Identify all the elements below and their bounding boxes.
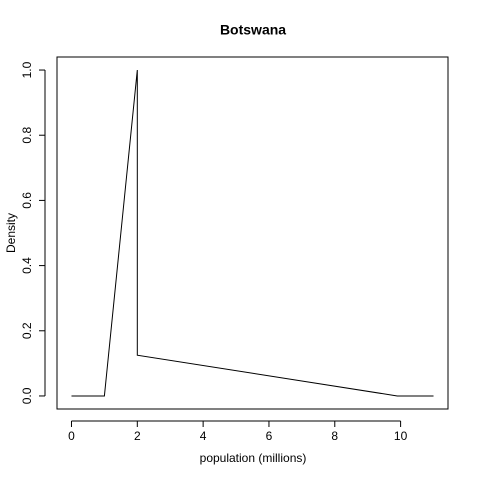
x-tick-label: 2 [134,429,141,443]
data-line [71,69,434,397]
x-axis-label: population (millions) [200,451,307,465]
y-tick-label: 0.4 [20,257,34,274]
y-tick-label: 0.2 [20,322,34,339]
chart-title: Botswana [220,22,286,38]
y-tick-label: 0.8 [20,127,34,144]
y-axis-label: Density [4,213,18,253]
x-tick-label: 0 [68,429,75,443]
x-tick-label: 10 [394,429,408,443]
y-tick-label: 1.0 [20,61,34,78]
plot-frame [56,56,449,410]
y-tick-label: 0.6 [20,192,34,209]
y-tick-label: 0.0 [20,387,34,404]
x-tick-label: 8 [331,429,338,443]
x-tick-label: 4 [200,429,207,443]
x-tick-label: 6 [266,429,273,443]
